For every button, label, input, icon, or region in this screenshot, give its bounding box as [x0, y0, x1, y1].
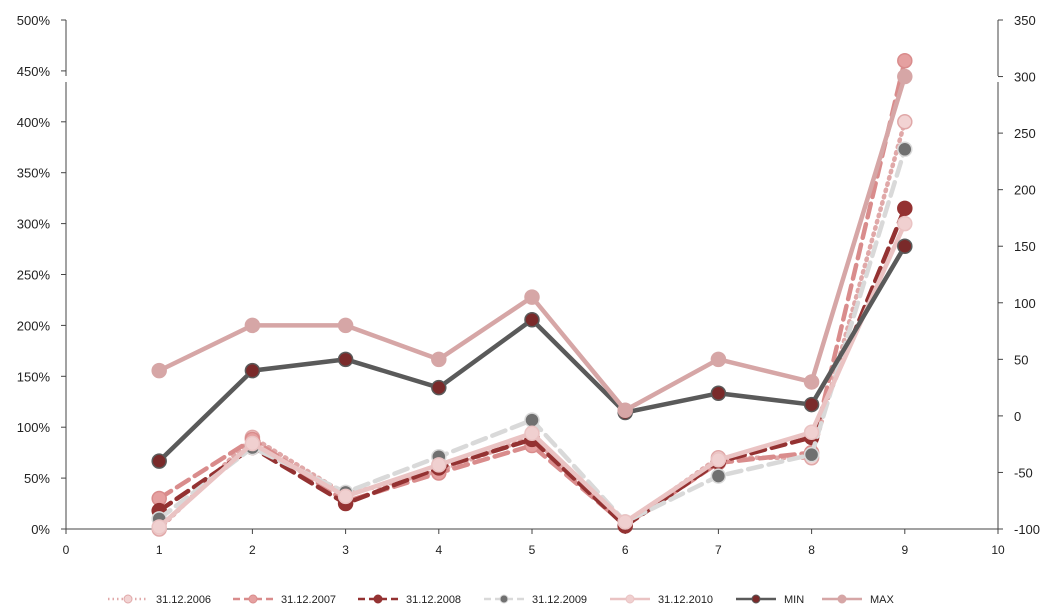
x-tick-label: 5: [529, 543, 536, 557]
series-3-point: [803, 446, 820, 463]
series-line-3: [156, 147, 908, 525]
legend-label-3: 31.12.2009: [532, 594, 587, 605]
series-3-point: [710, 468, 727, 484]
legend-label-4: 31.12.2010: [658, 594, 713, 605]
series-4-point: [524, 425, 540, 442]
left-tick-label: 50%: [24, 471, 50, 486]
series-5-point: [897, 238, 913, 254]
right-tick-label: 150: [1014, 239, 1036, 254]
series-6-point: [897, 68, 913, 85]
right-tick-label: 350: [1014, 13, 1036, 28]
x-tick-label: 3: [342, 543, 349, 557]
series-6-point: [710, 351, 727, 368]
series-2-point: [897, 200, 913, 217]
right-tick-label: 0: [1014, 409, 1021, 424]
left-tick-label: 300%: [17, 217, 51, 232]
series-6-point: [244, 317, 261, 334]
series-6-point: [151, 362, 167, 379]
legend-label-5: MIN: [784, 594, 804, 605]
series-4-point: [431, 457, 447, 473]
legend-label-0: 31.12.2006: [156, 594, 211, 605]
left-tick-label: 500%: [17, 13, 51, 28]
series-6-point: [617, 402, 633, 418]
legend-swatch-marker-0: [123, 594, 133, 604]
right-tick-label: 300: [1014, 70, 1036, 85]
series-6-point: [337, 317, 354, 334]
series-5-point: [524, 311, 540, 328]
series-6-point: [524, 289, 540, 305]
x-tick-label: 1: [156, 543, 163, 557]
x-tick-label: 6: [622, 543, 629, 557]
left-tick-label: 250%: [17, 268, 51, 283]
series-1-point: [897, 52, 913, 69]
x-tick-label: 9: [901, 543, 908, 557]
right-tick-label: 100: [1014, 296, 1036, 311]
series-5-point: [151, 453, 167, 469]
series-4-point: [244, 435, 261, 452]
legend-swatch-marker-5: [751, 594, 761, 604]
series-4-point: [151, 519, 167, 535]
series-4-point: [337, 488, 354, 505]
left-tick-label: 450%: [17, 64, 51, 79]
series-line-6: [156, 74, 908, 413]
series-5-point: [710, 385, 727, 402]
legend-swatch-marker-4: [625, 594, 635, 604]
right-tick-label: 250: [1014, 126, 1036, 141]
legend-label-2: 31.12.2008: [406, 594, 461, 605]
series-4-point: [803, 424, 820, 441]
series-6-point: [803, 374, 820, 390]
series-4-point: [710, 452, 727, 468]
legend-swatch-marker-2: [373, 594, 383, 604]
left-tick-label: 400%: [17, 115, 51, 130]
legend-swatch-marker-6: [837, 594, 847, 604]
right-tick-label: -100: [1014, 522, 1040, 537]
legend-label-6: MAX: [870, 594, 895, 605]
x-tick-label: 8: [808, 543, 815, 557]
left-tick-label: 100%: [17, 420, 51, 435]
series-5-point: [337, 351, 354, 368]
series-6-point: [431, 351, 447, 368]
series-5-point: [431, 379, 447, 396]
left-tick-label: 150%: [17, 369, 51, 384]
x-tick-label: 4: [435, 543, 442, 557]
series-4-point: [617, 514, 633, 530]
series-5-point: [244, 362, 261, 379]
series-5-point: [803, 396, 820, 413]
x-tick-label: 7: [715, 543, 722, 557]
series-3-point: [897, 141, 913, 158]
legend-label-1: 31.12.2007: [281, 594, 336, 605]
x-tick-label: 0: [63, 543, 70, 557]
left-axis-break: [62, 75, 70, 82]
series-4-point: [897, 215, 913, 232]
right-tick-label: -50: [1014, 465, 1033, 480]
x-tick-label: 2: [249, 543, 256, 557]
x-tick-label: 10: [991, 543, 1005, 557]
right-tick-label: 200: [1014, 183, 1036, 198]
right-axis-break: [994, 75, 1002, 82]
left-tick-label: 0%: [31, 522, 50, 537]
left-tick-label: 200%: [17, 318, 51, 333]
legend-swatch-marker-3: [499, 594, 509, 604]
legend-swatch-marker-1: [248, 594, 258, 604]
series-0-point: [897, 114, 913, 130]
series-3-point: [524, 412, 540, 428]
left-tick-label: 350%: [17, 166, 51, 181]
right-tick-label: 50: [1014, 352, 1028, 367]
